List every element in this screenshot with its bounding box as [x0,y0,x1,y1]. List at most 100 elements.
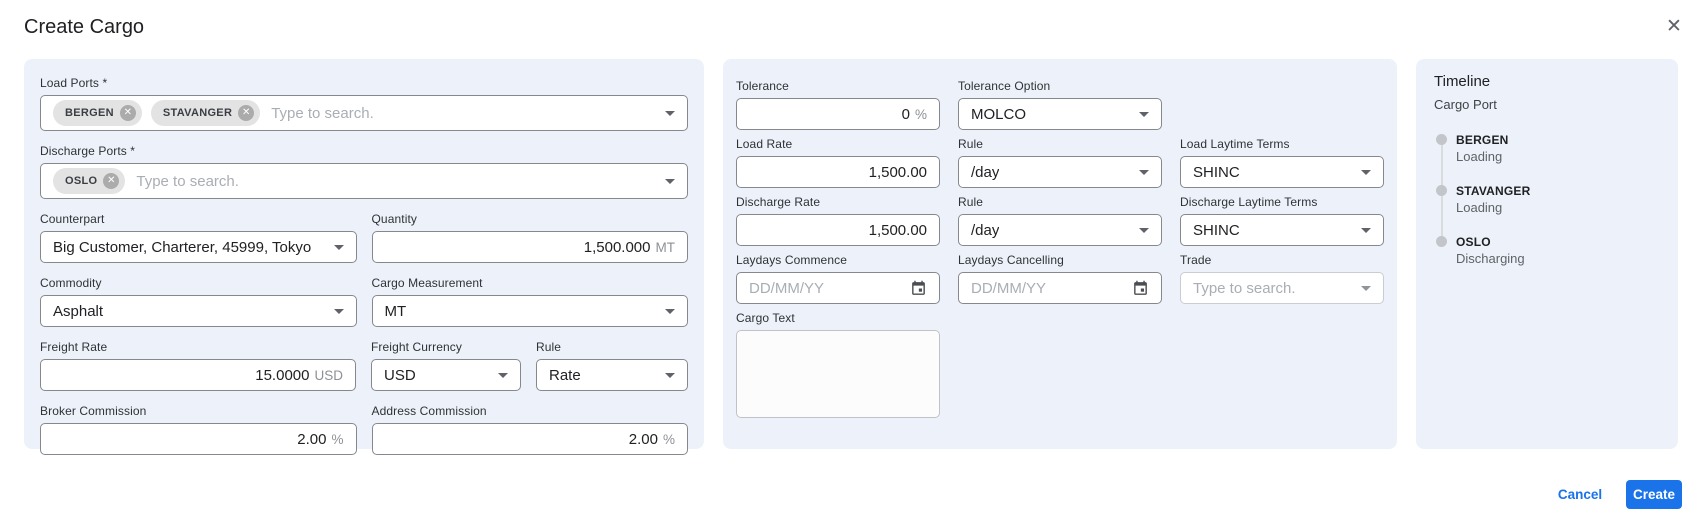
chip-remove-icon[interactable]: ✕ [119,105,136,121]
field-load-laytime-terms: Load Laytime Terms SHINC [1180,137,1384,188]
counterpart-label: Counterpart [40,212,105,226]
commodity-select[interactable]: Asphalt [40,295,357,327]
tolerance-value: 0 [901,105,910,123]
field-cargo-text: Cargo Text [736,311,940,418]
freight-currency-value: USD [384,366,416,384]
discharge-ports-multiselect[interactable]: OSLO ✕ Type to search. [40,163,688,199]
broker-commission-label: Broker Commission [40,404,147,418]
discharge-ports-placeholder: Type to search. [136,172,239,190]
cargo-measurement-value: MT [384,302,407,320]
discharge-rule-select[interactable]: /day [958,214,1162,246]
counterpart-select[interactable]: Big Customer, Charterer, 45999, Tokyo [40,231,357,263]
chip-label: BERGEN [65,107,114,119]
load-rule-select[interactable]: /day [958,156,1162,188]
broker-commission-input[interactable]: 2.00 % [40,423,357,455]
timeline-item: BERGEN Loading [1434,133,1662,164]
broker-commission-unit: % [331,431,344,447]
broker-commission-value: 2.00 [297,430,327,448]
laydays-cancelling-placeholder: DD/MM/YY [971,279,1046,297]
timeline-title: Timeline [1434,73,1491,90]
spacer [1180,79,1384,130]
tolerance-input[interactable]: 0 % [736,98,940,130]
timeline-panel: Timeline Cargo Port BERGEN Loading STAVA… [1416,59,1678,449]
chevron-down-icon [333,308,344,314]
counterpart-value: Big Customer, Charterer, 45999, Tokyo [53,238,312,256]
field-discharge-rate: Discharge Rate 1,500.00 [736,195,940,246]
chevron-down-icon [1361,227,1371,233]
field-trade: Trade Type to search. [1180,253,1384,304]
discharge-laytime-terms-select[interactable]: SHINC [1180,214,1384,246]
load-rate-label: Load Rate [736,137,793,151]
laydays-commence-placeholder: DD/MM/YY [749,279,824,297]
timeline-dot-icon [1436,236,1447,247]
load-laytime-terms-label: Load Laytime Terms [1180,137,1290,151]
tolerance-label: Tolerance [736,79,789,93]
trade-placeholder: Type to search. [1193,279,1296,297]
timeline-dot-icon [1436,185,1447,196]
chip-discharge-port: OSLO ✕ [53,168,126,194]
address-commission-input[interactable]: 2.00 % [371,423,688,455]
timeline-port: OSLO [1456,235,1491,249]
timeline-subtitle: Cargo Port [1434,97,1497,112]
create-button[interactable]: Create [1626,480,1682,509]
freight-rate-unit: USD [314,367,343,383]
freight-rate-input[interactable]: 15.0000 USD [40,359,356,391]
chevron-down-icon [333,244,344,250]
tolerance-option-select[interactable]: MOLCO [958,98,1162,130]
freight-rate-label: Freight Rate [40,340,108,354]
field-address-commission: Address Commission 2.00 % [371,404,688,455]
load-rule-label: Rule [958,137,984,151]
chevron-down-icon [1139,227,1149,233]
laydays-commence-date-input[interactable]: DD/MM/YY [736,272,940,304]
discharge-laytime-terms-value: SHINC [1193,221,1240,239]
address-commission-unit: % [662,431,675,447]
field-load-ports: Load Ports * BERGEN ✕ STAVANGER ✕ Type t… [40,76,688,131]
chip-remove-icon[interactable]: ✕ [103,173,120,189]
chip-remove-icon[interactable]: ✕ [238,105,255,121]
field-discharge-rule: Rule /day [958,195,1162,246]
field-freight-currency: Freight Currency USD [371,340,521,391]
field-cargo-measurement: Cargo Measurement MT [371,276,688,327]
freight-rule-select[interactable]: Rate [536,359,688,391]
laydays-cancelling-label: Laydays Cancelling [958,253,1064,267]
calendar-icon[interactable] [910,280,927,297]
load-rate-input[interactable]: 1,500.00 [736,156,940,188]
load-ports-placeholder: Type to search. [271,104,374,122]
trade-select[interactable]: Type to search. [1180,272,1384,304]
timeline-item: OSLO Discharging [1434,235,1662,266]
dialog-title: Create Cargo [24,16,145,38]
field-laydays-commence: Laydays Commence DD/MM/YY [736,253,940,304]
laydays-cancelling-date-input[interactable]: DD/MM/YY [958,272,1162,304]
chevron-down-icon [1361,169,1371,175]
discharge-ports-label: Discharge Ports * [40,144,136,158]
discharge-rate-input[interactable]: 1,500.00 [736,214,940,246]
field-freight-rule: Rule Rate [536,340,688,391]
cargo-measurement-select[interactable]: MT [371,295,688,327]
calendar-icon[interactable] [1132,280,1149,297]
tolerance-unit: % [914,106,927,122]
chip-label: STAVANGER [162,107,233,119]
trade-label: Trade [1180,253,1212,267]
timeline-list: BERGEN Loading STAVANGER Loading OSLO Di… [1434,133,1662,266]
field-freight-rate: Freight Rate 15.0000 USD [40,340,356,391]
load-rule-value: /day [971,163,1000,181]
freight-rule-label: Rule [536,340,562,354]
field-load-rate: Load Rate 1,500.00 [736,137,940,188]
quantity-value: 1,500.000 [583,238,651,256]
cancel-button[interactable]: Cancel [1557,487,1603,502]
close-icon[interactable]: ✕ [1666,16,1682,37]
quantity-unit: MT [655,239,676,255]
load-laytime-terms-select[interactable]: SHINC [1180,156,1384,188]
quantity-input[interactable]: 1,500.000 MT [371,231,688,263]
discharge-rate-value: 1,500.00 [868,221,927,239]
tolerance-option-label: Tolerance Option [958,79,1051,93]
field-load-rule: Rule /day [958,137,1162,188]
freight-currency-select[interactable]: USD [371,359,521,391]
cargo-text-textarea[interactable] [736,330,940,418]
chip-label: OSLO [65,175,98,187]
chip-load-port: BERGEN ✕ [53,100,142,126]
cargo-text-label: Cargo Text [736,311,795,325]
load-ports-multiselect[interactable]: BERGEN ✕ STAVANGER ✕ Type to search. [40,95,688,131]
field-discharge-ports: Discharge Ports * OSLO ✕ Type to search. [40,144,688,199]
field-discharge-laytime-terms: Discharge Laytime Terms SHINC [1180,195,1384,246]
